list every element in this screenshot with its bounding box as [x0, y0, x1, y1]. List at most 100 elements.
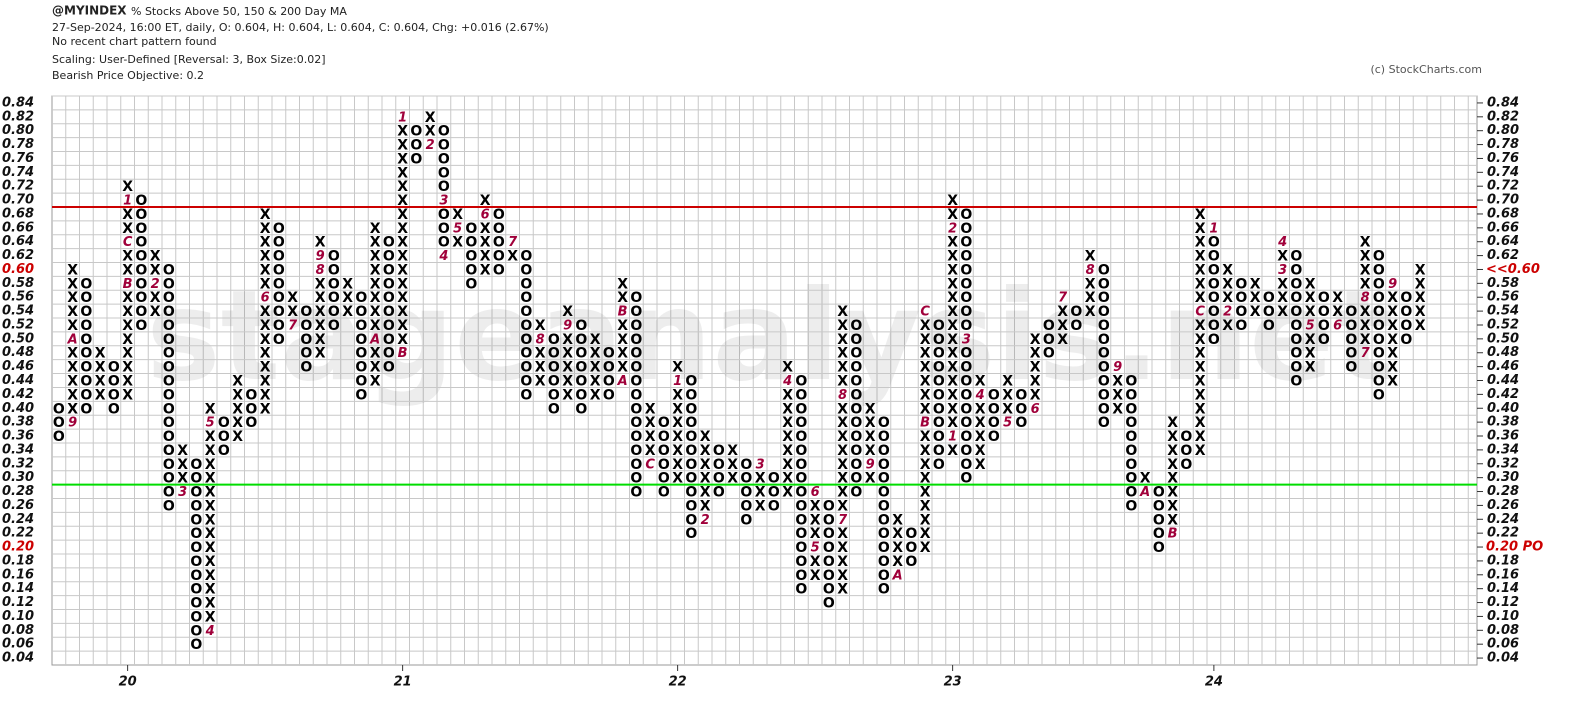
pf-box: O	[1235, 276, 1247, 292]
quote-line: 27-Sep-2024, 16:00 ET, daily, O: 0.604, …	[52, 21, 549, 34]
pf-box: O	[1290, 346, 1302, 362]
pf-box: X	[315, 235, 326, 251]
pf-box: O	[713, 443, 725, 459]
pf-box: O	[630, 346, 642, 362]
pf-box: X	[837, 415, 848, 431]
y-tick-label-right: 0.78	[1487, 137, 1519, 152]
pf-box: O	[933, 374, 945, 390]
pf-box: O	[355, 346, 367, 362]
y-tick-label-left: 0.28	[2, 484, 34, 499]
pf-box: O	[630, 387, 642, 403]
pf-box: X	[810, 568, 821, 584]
pf-box: O	[190, 512, 202, 528]
pf-box: O	[960, 249, 972, 265]
pf-box: X	[1030, 346, 1041, 362]
pf-box: O	[1153, 540, 1165, 556]
pf-box: O	[1015, 415, 1027, 431]
pf-box: X	[782, 360, 793, 376]
pf-box: X	[837, 582, 848, 598]
pf-box: O	[1125, 457, 1137, 473]
y-tick-label-left: 0.16	[2, 567, 34, 582]
month-mark: 2	[1223, 305, 1232, 320]
pf-box: O	[850, 471, 862, 487]
pf-box: X	[1195, 374, 1206, 390]
pf-box: O	[658, 471, 670, 487]
pf-box: X	[452, 207, 463, 223]
y-tick-label-left: 0.80	[2, 123, 34, 138]
pf-box: O	[685, 374, 697, 390]
pf-box: X	[782, 457, 793, 473]
x-tick-label: 21	[394, 675, 412, 690]
pf-box: X	[755, 498, 766, 514]
pf-box: O	[163, 401, 175, 417]
pf-box: X	[205, 457, 216, 473]
pf-box: X	[975, 457, 986, 473]
pf-box: X	[260, 249, 271, 265]
pf-box: X	[260, 346, 271, 362]
y-tick-label-left: 0.60	[2, 262, 34, 277]
pf-box: X	[67, 387, 78, 403]
pf-box: X	[1360, 318, 1371, 334]
pf-box: X	[865, 415, 876, 431]
pf-box: O	[465, 276, 477, 292]
pf-box: X	[535, 346, 546, 362]
pf-box: O	[80, 387, 92, 403]
pf-box: O	[960, 429, 972, 445]
pf-box: X	[947, 290, 958, 306]
pf-box: X	[205, 485, 216, 501]
pf-box: X	[287, 304, 298, 320]
pf-box: O	[933, 429, 945, 445]
pf-box: X	[452, 235, 463, 251]
pf-box: O	[190, 540, 202, 556]
pf-box: O	[795, 443, 807, 459]
pf-box: X	[1277, 249, 1288, 265]
pf-box: X	[1195, 235, 1206, 251]
pf-box: X	[837, 498, 848, 514]
pf-box: X	[122, 290, 133, 306]
pf-box: O	[933, 415, 945, 431]
pf-box: O	[465, 235, 477, 251]
pf-box: O	[1400, 318, 1412, 334]
y-tick-label-left: 0.18	[2, 553, 34, 568]
pf-box: O	[1345, 318, 1357, 334]
pf-box: O	[960, 374, 972, 390]
pf-box: O	[1318, 332, 1330, 348]
pf-box: O	[878, 429, 890, 445]
pf-box: X	[122, 179, 133, 195]
pf-box: X	[1387, 346, 1398, 362]
pf-box: O	[1125, 498, 1137, 514]
pf-box: X	[1250, 276, 1261, 292]
pf-box: O	[685, 526, 697, 542]
pf-box: X	[205, 554, 216, 570]
pf-box: X	[947, 415, 958, 431]
pf-box: X	[205, 540, 216, 556]
pf-box: X	[920, 401, 931, 417]
pf-box: O	[520, 262, 532, 278]
pf-box: X	[315, 276, 326, 292]
pf-box: O	[795, 387, 807, 403]
pf-box: X	[947, 262, 958, 278]
pf-box: X	[892, 512, 903, 528]
pf-box: X	[920, 387, 931, 403]
pf-box: X	[837, 568, 848, 584]
pf-box: X	[205, 429, 216, 445]
pf-column: XXX	[1057, 304, 1068, 348]
pf-box: X	[590, 374, 601, 390]
pf-box: X	[205, 443, 216, 459]
y-tick-label-right: 0.80	[1487, 123, 1519, 138]
pf-box: O	[1125, 415, 1137, 431]
pf-box: O	[905, 554, 917, 570]
month-mark: A	[1139, 485, 1150, 500]
pf-box: O	[1373, 374, 1385, 390]
pattern-note: No recent chart pattern found	[52, 35, 217, 48]
pf-box: X	[260, 221, 271, 237]
pf-box: O	[1125, 471, 1137, 487]
